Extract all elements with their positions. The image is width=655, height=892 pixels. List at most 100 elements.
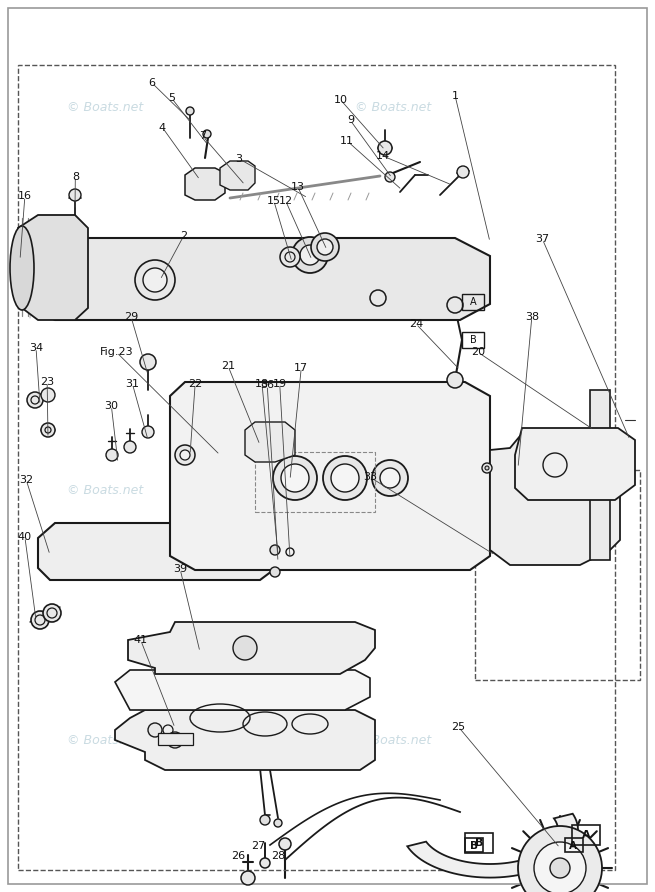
Circle shape: [550, 858, 570, 878]
Text: 15: 15: [267, 195, 281, 206]
Circle shape: [485, 466, 489, 470]
Bar: [572, 825, 600, 845]
Circle shape: [292, 237, 328, 273]
Polygon shape: [490, 436, 620, 565]
Text: 3: 3: [236, 153, 242, 164]
Text: © Boats.net: © Boats.net: [67, 101, 143, 113]
Text: 24: 24: [409, 318, 423, 329]
Text: 10: 10: [333, 95, 348, 105]
Circle shape: [385, 172, 395, 182]
Circle shape: [281, 464, 309, 492]
Circle shape: [135, 260, 175, 300]
Circle shape: [518, 826, 602, 892]
Text: 2: 2: [180, 231, 187, 242]
Circle shape: [279, 838, 291, 850]
Circle shape: [380, 468, 400, 488]
Bar: [255, 452, 375, 512]
Circle shape: [274, 819, 282, 827]
Polygon shape: [128, 622, 375, 674]
Polygon shape: [115, 670, 370, 710]
Text: 25: 25: [451, 722, 466, 732]
Text: © Boats.net: © Boats.net: [355, 484, 431, 497]
Text: 7: 7: [200, 131, 206, 142]
Text: 13: 13: [291, 182, 305, 193]
Text: 8: 8: [72, 171, 79, 182]
Circle shape: [273, 456, 317, 500]
Text: 19: 19: [272, 378, 287, 389]
Circle shape: [534, 842, 586, 892]
Circle shape: [311, 233, 339, 261]
Text: 27: 27: [252, 840, 266, 851]
Circle shape: [180, 450, 190, 460]
Circle shape: [69, 189, 81, 201]
Text: 12: 12: [278, 195, 293, 206]
Circle shape: [331, 464, 359, 492]
Circle shape: [457, 166, 469, 178]
Polygon shape: [220, 161, 255, 190]
Circle shape: [260, 815, 270, 825]
Text: 22: 22: [188, 378, 202, 389]
Text: 16: 16: [18, 191, 32, 202]
Text: 9: 9: [347, 115, 354, 126]
Circle shape: [124, 441, 136, 453]
Bar: [565, 838, 582, 852]
Text: 20: 20: [471, 347, 485, 358]
Circle shape: [142, 426, 154, 438]
Text: © Boats.net: © Boats.net: [355, 734, 431, 747]
Text: B: B: [470, 840, 477, 851]
Circle shape: [482, 463, 492, 473]
Circle shape: [241, 871, 255, 885]
Polygon shape: [38, 523, 280, 580]
Polygon shape: [115, 710, 375, 770]
Text: A: A: [470, 297, 476, 307]
Circle shape: [280, 247, 300, 267]
Circle shape: [447, 297, 463, 313]
Text: 11: 11: [340, 136, 354, 146]
Text: 36: 36: [260, 380, 274, 391]
Bar: [462, 332, 484, 348]
Text: 21: 21: [221, 360, 235, 371]
Text: A: A: [569, 840, 577, 851]
Text: © Boats.net: © Boats.net: [355, 101, 431, 113]
Circle shape: [233, 636, 257, 660]
Text: 26: 26: [231, 851, 245, 862]
Circle shape: [591, 439, 609, 457]
Circle shape: [175, 445, 195, 465]
Ellipse shape: [10, 226, 34, 310]
Text: 5: 5: [168, 93, 175, 103]
Circle shape: [370, 290, 386, 306]
Text: Fig.23: Fig.23: [100, 347, 134, 358]
Bar: [465, 833, 493, 853]
Text: A: A: [582, 830, 590, 840]
Circle shape: [317, 239, 333, 255]
Circle shape: [372, 460, 408, 496]
Bar: [475, 470, 640, 680]
Circle shape: [186, 107, 194, 115]
Circle shape: [106, 449, 118, 461]
Polygon shape: [590, 390, 610, 560]
Text: 17: 17: [294, 362, 309, 373]
Circle shape: [148, 723, 162, 737]
Text: 33: 33: [363, 472, 377, 483]
Text: 40: 40: [18, 532, 32, 542]
Text: 34: 34: [29, 343, 43, 353]
Polygon shape: [170, 382, 490, 570]
Text: 14: 14: [376, 151, 390, 161]
Circle shape: [140, 354, 156, 370]
Text: 39: 39: [173, 564, 187, 574]
Circle shape: [203, 130, 211, 138]
Text: B: B: [475, 838, 483, 848]
Text: © Boats.net: © Boats.net: [67, 734, 143, 747]
Polygon shape: [18, 215, 88, 320]
Polygon shape: [18, 238, 490, 320]
Text: © Boats.net: © Boats.net: [67, 484, 143, 497]
Bar: [465, 838, 483, 852]
Text: 30: 30: [104, 401, 119, 411]
Circle shape: [447, 372, 463, 388]
Circle shape: [323, 456, 367, 500]
Bar: [158, 733, 193, 745]
Circle shape: [528, 475, 538, 485]
Text: 4: 4: [159, 122, 166, 133]
Polygon shape: [245, 422, 295, 462]
Circle shape: [27, 392, 43, 408]
